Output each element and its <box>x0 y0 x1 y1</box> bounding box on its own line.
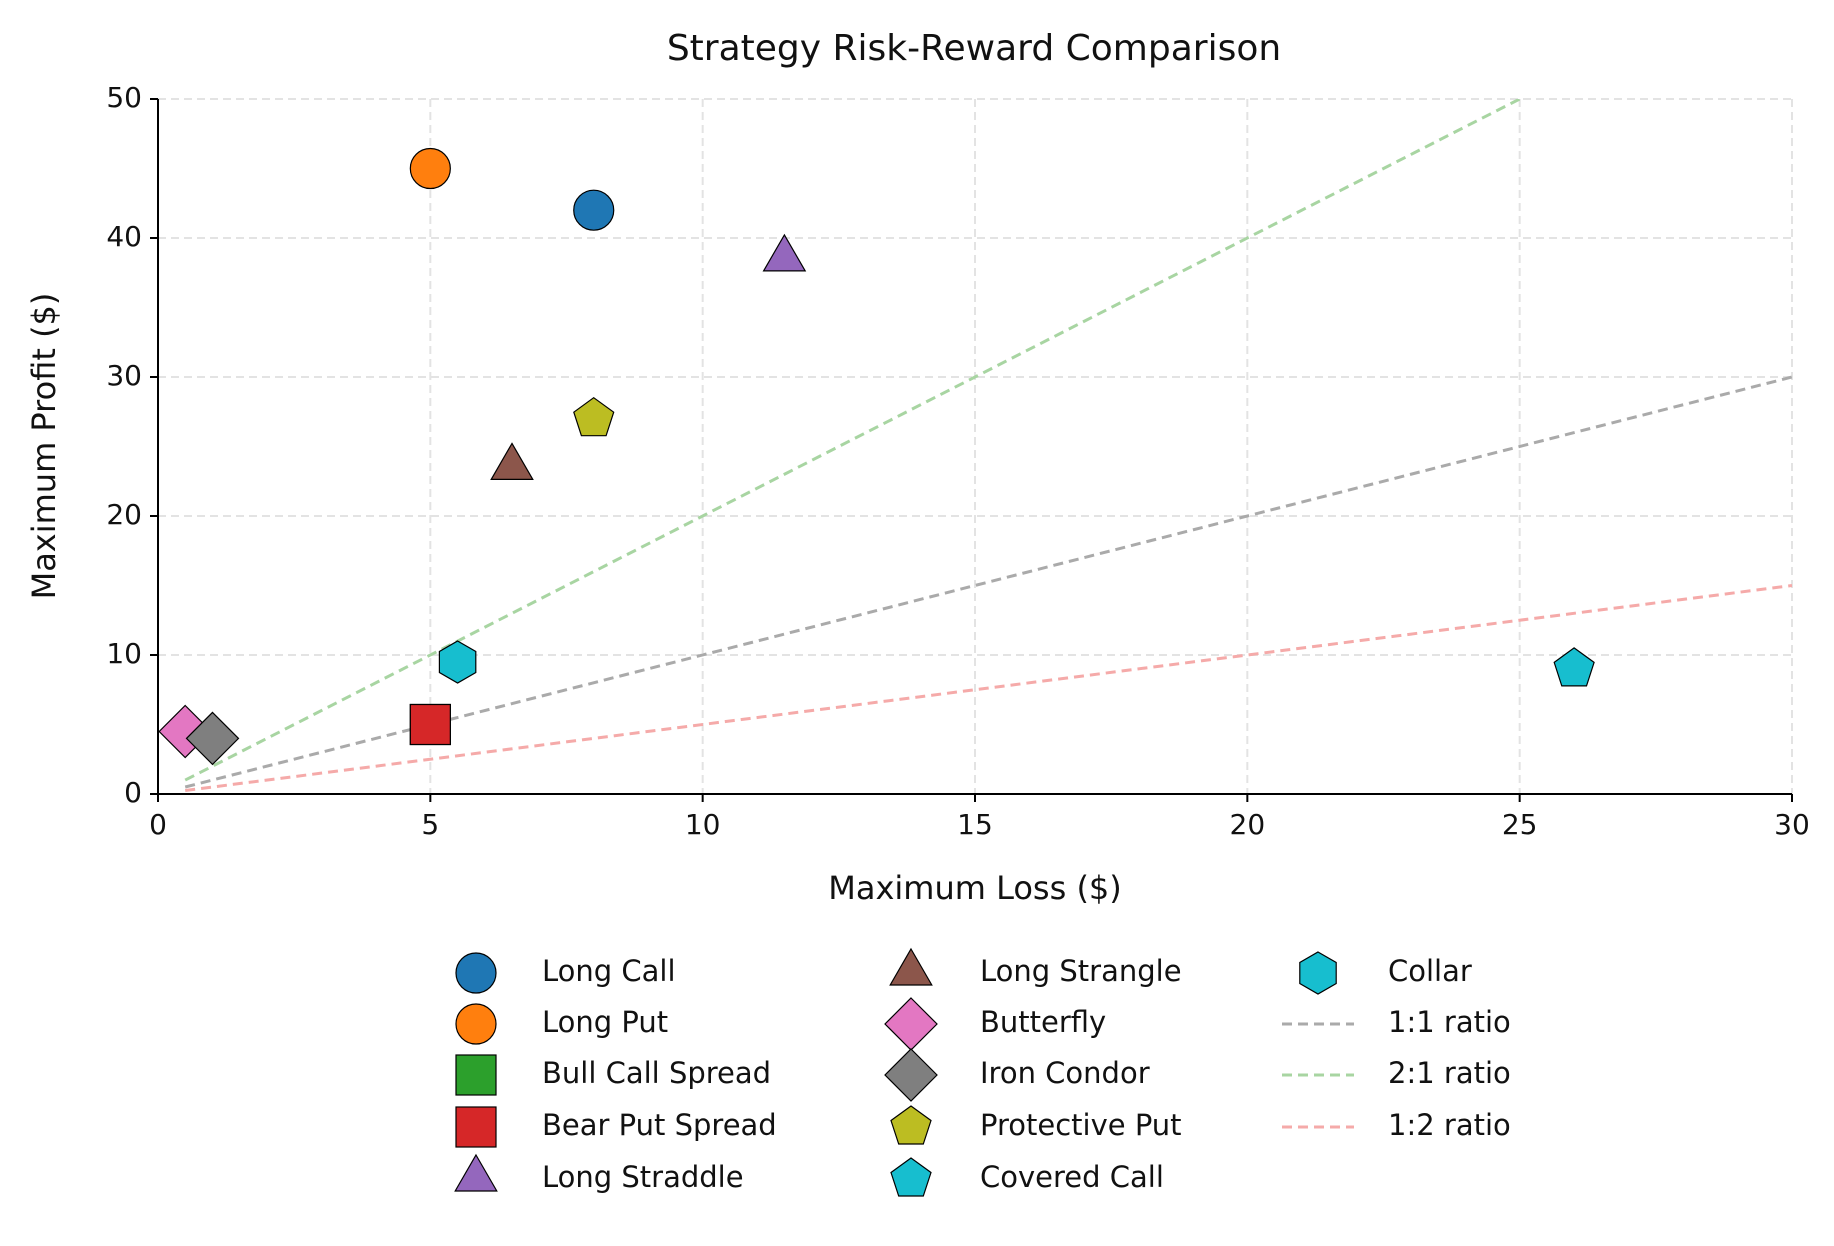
legend-swatch <box>890 1157 932 1197</box>
legend-label: Long Strangle <box>980 954 1182 988</box>
scatter-point <box>438 640 477 684</box>
x-tick-label: 5 <box>421 808 439 841</box>
legend-label: 1:1 ratio <box>1388 1005 1511 1039</box>
scatter-point <box>762 233 807 272</box>
y-tick-label: 20 <box>106 498 142 531</box>
x-tick-label: 30 <box>1774 808 1810 841</box>
y-axis-label: Maximum Profit ($) <box>25 293 63 600</box>
legend-label: Long Put <box>542 1005 668 1039</box>
legend-label: Butterfly <box>980 1005 1106 1039</box>
x-tick-label: 10 <box>685 808 721 841</box>
scatter-point <box>573 189 615 231</box>
scatter-point <box>490 442 534 480</box>
legend-label: Iron Condor <box>980 1056 1150 1090</box>
points <box>158 147 1595 766</box>
legend-swatch <box>454 1153 498 1192</box>
ratio-line <box>184 99 1523 782</box>
y-tick-label: 0 <box>124 776 142 809</box>
legend-swatch <box>889 947 933 986</box>
x-axis-label: Maximum Loss ($) <box>828 869 1122 907</box>
legend-swatch <box>884 997 938 1051</box>
x-tick-label: 15 <box>957 808 993 841</box>
scatter-point <box>185 711 240 766</box>
legend-label: Protective Put <box>980 1108 1182 1142</box>
ratio-line <box>185 584 1792 792</box>
scatter-point <box>573 396 615 437</box>
legend-swatch <box>455 1106 497 1148</box>
legend-label: 2:1 ratio <box>1388 1056 1511 1090</box>
legend-swatch <box>884 1048 938 1102</box>
y-tick-label: 10 <box>106 637 142 670</box>
x-tick-label: 25 <box>1502 808 1538 841</box>
legend-label: Long Straddle <box>542 1160 744 1194</box>
legend-swatch <box>890 1105 932 1145</box>
y-tick-label: 40 <box>106 220 142 253</box>
ratio-line <box>184 375 1792 789</box>
legend-label: Collar <box>1388 954 1472 988</box>
legend-label: Bear Put Spread <box>542 1108 777 1142</box>
scatter-point <box>409 703 451 746</box>
scatter-point <box>409 147 451 190</box>
legend-swatch <box>455 952 497 994</box>
legend-label: 1:2 ratio <box>1388 1108 1511 1142</box>
y-tick-label: 30 <box>106 359 142 392</box>
x-tick-label: 20 <box>1230 808 1266 841</box>
legend-swatch <box>455 1054 497 1096</box>
legend-label: Long Call <box>542 954 676 988</box>
y-tick-label: 50 <box>106 81 142 114</box>
legend-swatch <box>1299 951 1337 995</box>
legend-swatch <box>455 1003 497 1045</box>
plot-area <box>184 99 1792 792</box>
scatter-point <box>1553 647 1595 687</box>
legend-label: Covered Call <box>980 1160 1164 1194</box>
chart-title: Strategy Risk-Reward Comparison <box>667 28 1281 69</box>
legend-label: Bull Call Spread <box>542 1056 771 1090</box>
x-tick-label: 0 <box>149 808 167 841</box>
